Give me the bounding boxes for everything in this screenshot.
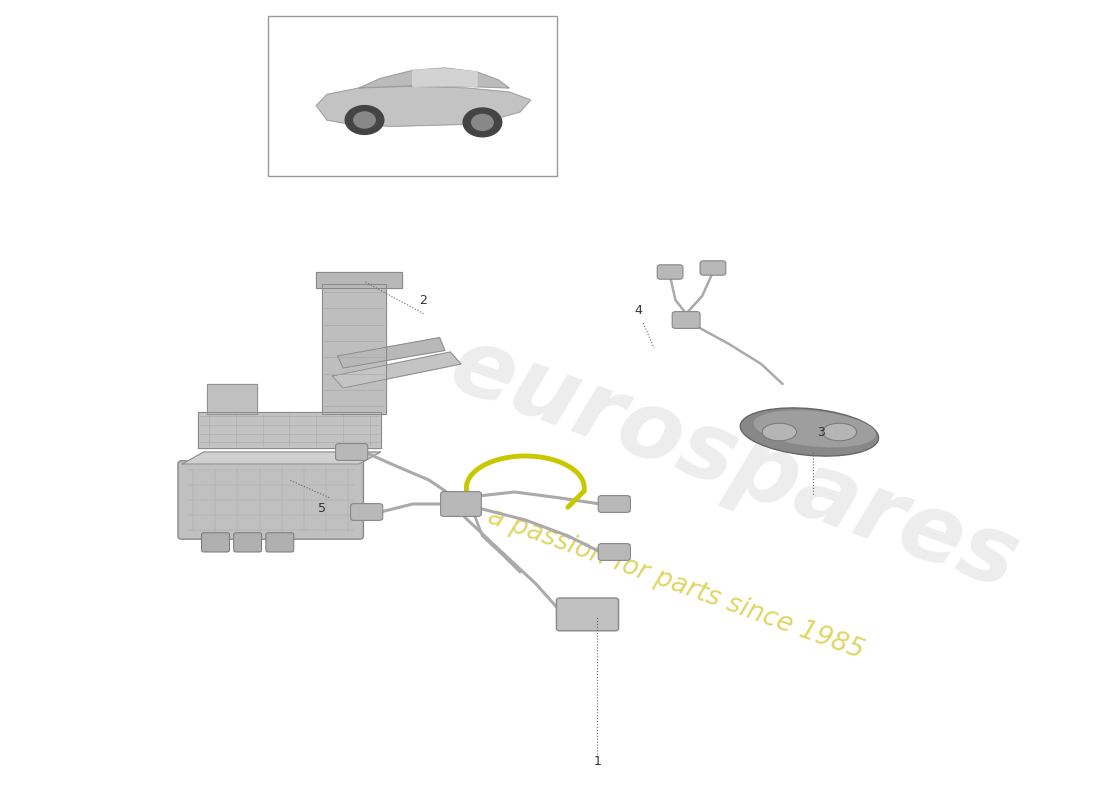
- Bar: [268, 16, 558, 176]
- FancyBboxPatch shape: [351, 504, 383, 521]
- Text: 4: 4: [634, 304, 641, 317]
- Polygon shape: [338, 338, 444, 368]
- FancyBboxPatch shape: [201, 533, 230, 552]
- FancyBboxPatch shape: [178, 461, 363, 539]
- FancyBboxPatch shape: [557, 598, 618, 630]
- FancyBboxPatch shape: [598, 544, 630, 560]
- Text: a passion for parts since 1985: a passion for parts since 1985: [484, 504, 867, 664]
- FancyBboxPatch shape: [672, 311, 700, 328]
- Ellipse shape: [740, 408, 879, 456]
- FancyBboxPatch shape: [598, 495, 630, 513]
- Text: eurospares: eurospares: [438, 318, 1031, 610]
- FancyBboxPatch shape: [657, 265, 683, 279]
- Ellipse shape: [762, 423, 796, 441]
- FancyBboxPatch shape: [441, 491, 482, 517]
- FancyBboxPatch shape: [336, 443, 367, 461]
- Circle shape: [354, 112, 375, 128]
- Text: 3: 3: [817, 426, 825, 438]
- Polygon shape: [198, 412, 381, 448]
- Text: 5: 5: [318, 502, 326, 515]
- Circle shape: [472, 114, 493, 130]
- Ellipse shape: [823, 423, 857, 441]
- Text: 2: 2: [419, 294, 428, 307]
- Circle shape: [345, 106, 384, 134]
- Circle shape: [463, 108, 502, 137]
- Polygon shape: [317, 272, 402, 288]
- FancyBboxPatch shape: [266, 533, 294, 552]
- Polygon shape: [412, 69, 477, 86]
- Polygon shape: [332, 352, 461, 388]
- Polygon shape: [359, 68, 509, 88]
- Polygon shape: [321, 284, 386, 414]
- Polygon shape: [183, 452, 381, 464]
- Ellipse shape: [754, 410, 876, 447]
- FancyBboxPatch shape: [700, 261, 726, 275]
- Polygon shape: [207, 384, 257, 414]
- FancyBboxPatch shape: [233, 533, 262, 552]
- Polygon shape: [317, 86, 530, 126]
- Text: 1: 1: [593, 755, 601, 768]
